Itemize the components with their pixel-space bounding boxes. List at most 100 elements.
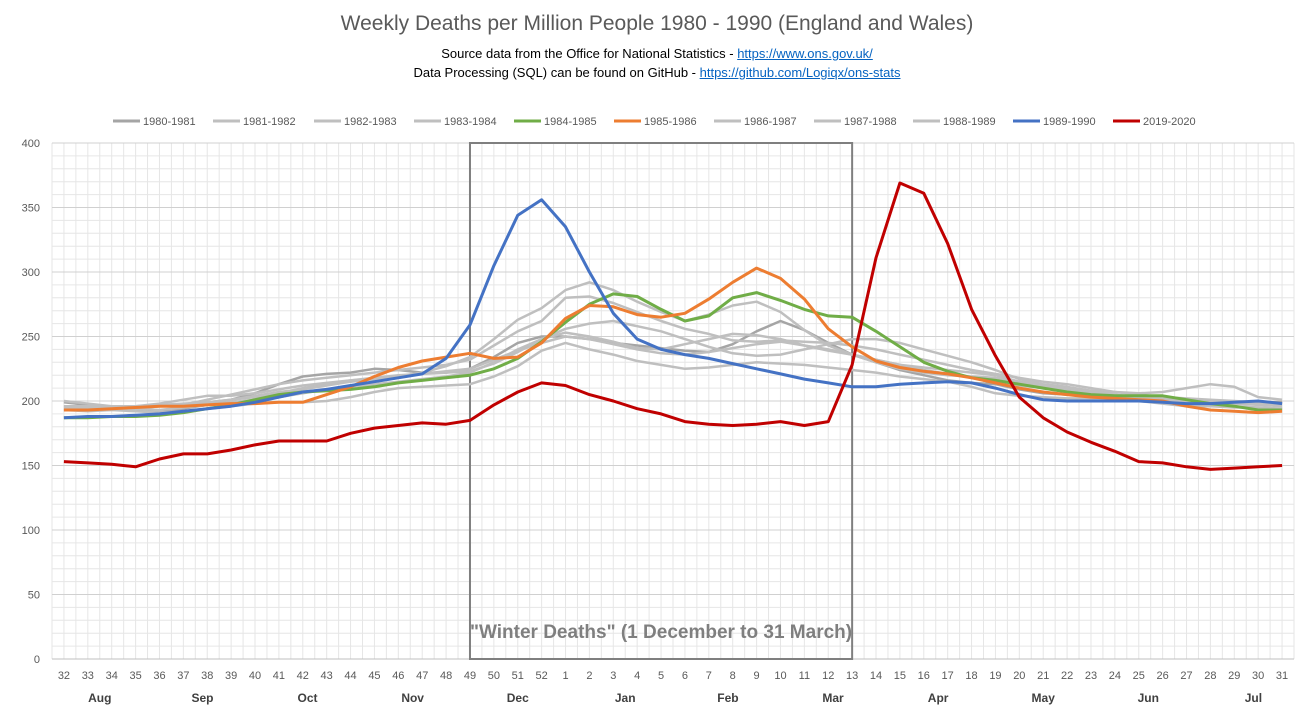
y-tick-label: 200 bbox=[22, 396, 40, 408]
x-tick-label: 38 bbox=[201, 670, 213, 682]
winter-box: "Winter Deaths" (1 December to 31 March) bbox=[468, 142, 854, 660]
x-tick-label: 34 bbox=[106, 670, 118, 682]
x-tick-label: 32 bbox=[58, 670, 70, 682]
x-tick-label: 1 bbox=[562, 670, 568, 682]
x-tick-label: 51 bbox=[512, 670, 524, 682]
x-tick-label: 45 bbox=[368, 670, 380, 682]
series-line-1982-1983 bbox=[63, 335, 1283, 409]
x-tick-label: 25 bbox=[1133, 670, 1145, 682]
legend-label: 2019-2020 bbox=[1143, 116, 1196, 128]
x-tick-label: 6 bbox=[682, 670, 688, 682]
x-tick-label: 7 bbox=[706, 670, 712, 682]
legend-label: 1980-1981 bbox=[143, 116, 196, 128]
month-label: Sep bbox=[191, 691, 213, 705]
subtitle-github: Data Processing (SQL) can be found on Gi… bbox=[0, 65, 1314, 80]
subtitle-source-text: Source data from the Office for National… bbox=[441, 46, 738, 61]
legend-label: 1984-1985 bbox=[544, 116, 597, 128]
series-line-1988-1989 bbox=[63, 319, 1283, 410]
legend-label: 1981-1982 bbox=[243, 116, 296, 128]
x-tick-label: 30 bbox=[1252, 670, 1264, 682]
x-tick-label: 52 bbox=[536, 670, 548, 682]
x-tick-label: 9 bbox=[754, 670, 760, 682]
series-lines bbox=[63, 181, 1283, 471]
month-label: Nov bbox=[401, 691, 424, 705]
x-tick-label: 36 bbox=[153, 670, 165, 682]
series-line-1985-1986 bbox=[63, 266, 1283, 415]
x-tick-label: 21 bbox=[1037, 670, 1049, 682]
github-link[interactable]: https://github.com/Logiqx/ons-stats bbox=[699, 65, 901, 80]
x-tick-label: 41 bbox=[273, 670, 285, 682]
y-tick-label: 350 bbox=[22, 203, 40, 215]
winter-annotation: "Winter Deaths" (1 December to 31 March) bbox=[470, 622, 852, 643]
x-tick-label: 27 bbox=[1180, 670, 1192, 682]
x-tick-label: 22 bbox=[1061, 670, 1073, 682]
x-tick-label: 50 bbox=[488, 670, 500, 682]
winter-box-rect bbox=[468, 142, 854, 660]
month-label: Feb bbox=[717, 691, 738, 705]
x-tick-label: 46 bbox=[392, 670, 404, 682]
month-label: Jul bbox=[1245, 691, 1262, 705]
x-tick-label: 24 bbox=[1109, 670, 1121, 682]
x-tick-label: 2 bbox=[586, 670, 592, 682]
x-tick-label: 13 bbox=[846, 670, 858, 682]
month-label: Oct bbox=[298, 691, 318, 705]
x-tick-label: 3 bbox=[610, 670, 616, 682]
x-tick-label: 31 bbox=[1276, 670, 1288, 682]
y-tick-label: 100 bbox=[22, 525, 40, 537]
x-tick-label: 42 bbox=[297, 670, 309, 682]
legend-label: 1989-1990 bbox=[1043, 116, 1096, 128]
legend: 1980-1981 1981-1982 1982-1983 1983-1984 1984… bbox=[113, 116, 1196, 128]
chart-title: Weekly Deaths per Million People 1980 - … bbox=[340, 12, 974, 35]
x-tick-label: 20 bbox=[1013, 670, 1025, 682]
x-tick-label: 48 bbox=[440, 670, 452, 682]
month-label: Jun bbox=[1138, 691, 1159, 705]
x-tick-label: 29 bbox=[1228, 670, 1240, 682]
y-tick-label: 400 bbox=[22, 138, 40, 150]
legend-label: 1988-1989 bbox=[943, 116, 996, 128]
y-tick-label: 0 bbox=[34, 654, 40, 666]
x-tick-label: 23 bbox=[1085, 670, 1097, 682]
month-label: Jan bbox=[615, 691, 636, 705]
legend-label: 1987-1988 bbox=[844, 116, 897, 128]
x-tick-label: 14 bbox=[870, 670, 882, 682]
y-tick-label: 150 bbox=[22, 461, 40, 473]
subtitle-github-text: Data Processing (SQL) can be found on Gi… bbox=[413, 65, 700, 80]
x-tick-label: 40 bbox=[249, 670, 261, 682]
x-tick-label: 12 bbox=[822, 670, 834, 682]
ons-link[interactable]: https://www.ons.gov.uk/ bbox=[737, 46, 873, 61]
x-tick-label: 8 bbox=[730, 670, 736, 682]
x-tick-label: 11 bbox=[799, 670, 810, 682]
x-tick-label: 49 bbox=[464, 670, 476, 682]
x-tick-label: 33 bbox=[82, 670, 94, 682]
y-tick-label: 50 bbox=[28, 590, 40, 602]
x-tick-label: 39 bbox=[225, 670, 237, 682]
legend-label: 1983-1984 bbox=[444, 116, 497, 128]
y-tick-label: 250 bbox=[22, 332, 40, 344]
x-tick-label: 19 bbox=[989, 670, 1001, 682]
month-label: May bbox=[1032, 691, 1056, 705]
x-tick-label: 16 bbox=[918, 670, 930, 682]
x-tick-label: 47 bbox=[416, 670, 428, 682]
legend-label: 1985-1986 bbox=[644, 116, 697, 128]
x-tick-label: 18 bbox=[965, 670, 977, 682]
y-tick-label: 300 bbox=[22, 267, 40, 279]
x-tick-label: 5 bbox=[658, 670, 664, 682]
x-tick-label: 44 bbox=[344, 670, 356, 682]
month-label: Mar bbox=[822, 691, 844, 705]
x-tick-label: 10 bbox=[774, 670, 786, 682]
x-tick-label: 35 bbox=[129, 670, 141, 682]
x-tick-label: 15 bbox=[894, 670, 906, 682]
series-line-1989-1990 bbox=[63, 198, 1283, 420]
x-tick-label: 17 bbox=[942, 670, 954, 682]
series-line-2019-2020 bbox=[63, 181, 1283, 471]
x-tick-label: 43 bbox=[321, 670, 333, 682]
legend-label: 1986-1987 bbox=[744, 116, 797, 128]
series-line-1981-1982 bbox=[63, 295, 1283, 413]
x-tick-label: 26 bbox=[1157, 670, 1169, 682]
x-tick-label: 4 bbox=[634, 670, 640, 682]
legend-label: 1982-1983 bbox=[344, 116, 397, 128]
month-label: Apr bbox=[928, 691, 949, 705]
x-tick-label: 28 bbox=[1204, 670, 1216, 682]
